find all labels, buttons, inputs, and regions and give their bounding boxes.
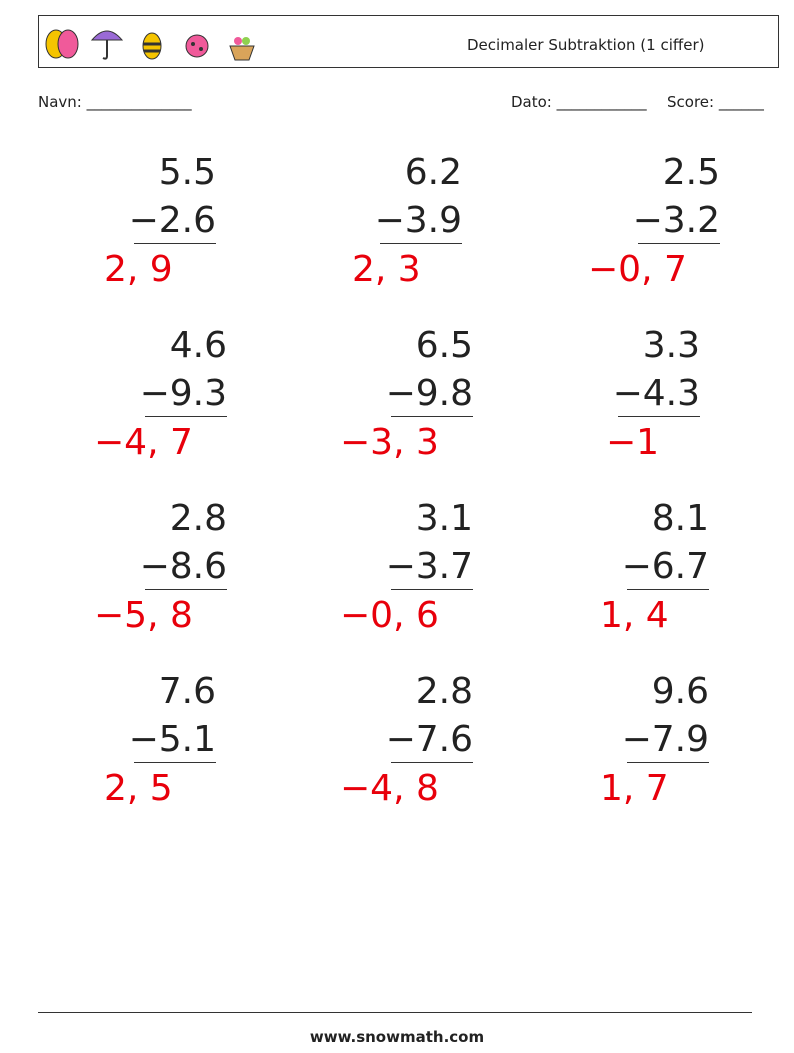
answer-line xyxy=(380,243,462,244)
minuend: 3.1 xyxy=(415,498,473,539)
answer-line xyxy=(627,589,709,590)
answer: −0, 6 xyxy=(340,595,439,636)
minuend: 2.5 xyxy=(662,152,720,193)
subtrahend: −8.6 xyxy=(139,546,227,587)
minuend: 6.5 xyxy=(415,325,473,366)
subtrahend: −6.7 xyxy=(621,546,709,587)
answer-line xyxy=(638,243,720,244)
title: Decimaler Subtraktion (1 ciffer) xyxy=(467,36,705,54)
subtrahend: −9.8 xyxy=(385,373,473,414)
name-field: Navn: ______________ xyxy=(38,93,192,111)
answer-line xyxy=(391,416,473,417)
subtrahend: −5.1 xyxy=(128,719,216,760)
minuend: 5.5 xyxy=(158,152,216,193)
answer: 1, 7 xyxy=(600,768,669,809)
answer-line xyxy=(145,589,227,590)
subtrahend: −3.7 xyxy=(385,546,473,587)
footer-rule xyxy=(38,1012,752,1013)
minuend: 3.3 xyxy=(642,325,700,366)
header-icons xyxy=(45,29,255,61)
answer: −1 xyxy=(606,422,660,463)
score-field: Score: ______ xyxy=(667,93,764,111)
answer-line xyxy=(134,243,216,244)
subtrahend: −3.2 xyxy=(632,200,720,241)
date-field: Dato: ____________ xyxy=(511,93,647,111)
answer: 2, 3 xyxy=(352,249,421,290)
subtrahend: −3.9 xyxy=(374,200,462,241)
answer: −4, 7 xyxy=(94,422,193,463)
answer-line xyxy=(627,762,709,763)
answer: −3, 3 xyxy=(340,422,439,463)
answer-line xyxy=(145,416,227,417)
subtrahend: −2.6 xyxy=(128,200,216,241)
answer-line xyxy=(134,762,216,763)
answer-line xyxy=(391,762,473,763)
subtrahend: −4.3 xyxy=(612,373,700,414)
minuend: 2.8 xyxy=(169,498,227,539)
minuend: 6.2 xyxy=(404,152,462,193)
answer: −4, 8 xyxy=(340,768,439,809)
minuend: 7.6 xyxy=(158,671,216,712)
answer: −0, 7 xyxy=(588,249,687,290)
minuend: 2.8 xyxy=(415,671,473,712)
minuend: 8.1 xyxy=(651,498,709,539)
answer-line xyxy=(618,416,700,417)
minuend: 9.6 xyxy=(651,671,709,712)
answer: 2, 5 xyxy=(104,768,173,809)
minuend: 4.6 xyxy=(169,325,227,366)
header-box xyxy=(38,15,779,68)
footer-url: www.snowmath.com xyxy=(309,1028,485,1046)
subtrahend: −9.3 xyxy=(139,373,227,414)
answer: 1, 4 xyxy=(600,595,669,636)
subtrahend: −7.9 xyxy=(621,719,709,760)
answer-line xyxy=(391,589,473,590)
subtrahend: −7.6 xyxy=(385,719,473,760)
answer: −5, 8 xyxy=(94,595,193,636)
answer: 2, 9 xyxy=(104,249,173,290)
